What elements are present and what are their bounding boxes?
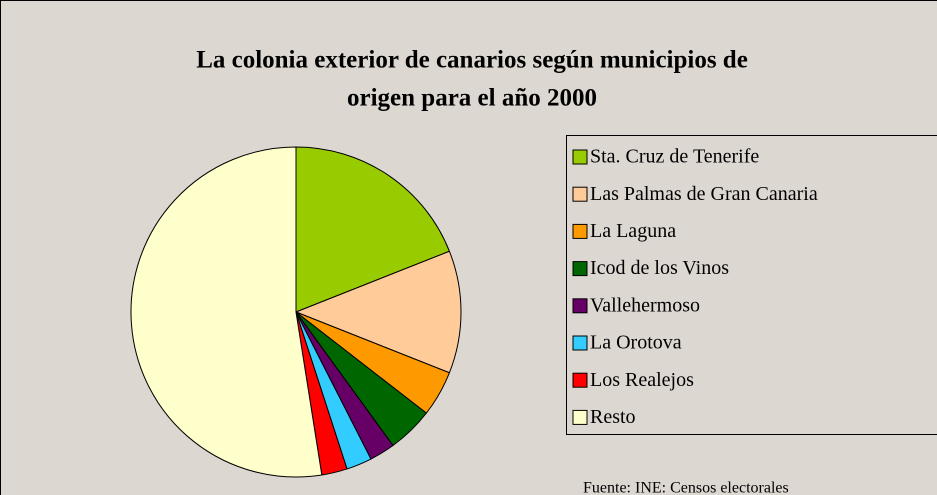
source-note: Fuente: INE: Censos electorales xyxy=(583,480,789,495)
legend-swatch xyxy=(572,261,588,277)
legend-swatch xyxy=(572,335,588,351)
legend-label: Sta. Cruz de Tenerife xyxy=(590,146,759,168)
legend-label: La Orotova xyxy=(590,332,682,354)
pie-slice xyxy=(295,146,451,313)
chart-title: origen para el año 2000 xyxy=(347,85,597,112)
legend-swatch xyxy=(572,372,588,388)
legend-label: La Laguna xyxy=(590,220,676,242)
legend-swatch xyxy=(572,223,588,239)
legend-swatch xyxy=(572,298,588,314)
legend-label: Las Palmas de Gran Canaria xyxy=(590,183,818,205)
legend-label: Resto xyxy=(590,406,636,428)
legend-swatch xyxy=(572,186,588,202)
chart-title: La colonia exterior de canarios según mu… xyxy=(196,47,748,74)
legend-box xyxy=(566,135,937,435)
pie-slice xyxy=(130,146,323,478)
legend-label: Icod de los Vinos xyxy=(590,257,729,279)
pie-slice xyxy=(294,250,462,374)
legend-swatch xyxy=(572,149,588,165)
legend-label: Vallehermoso xyxy=(590,294,700,316)
legend-swatch xyxy=(572,409,588,425)
legend-label: Los Realejos xyxy=(590,369,694,391)
